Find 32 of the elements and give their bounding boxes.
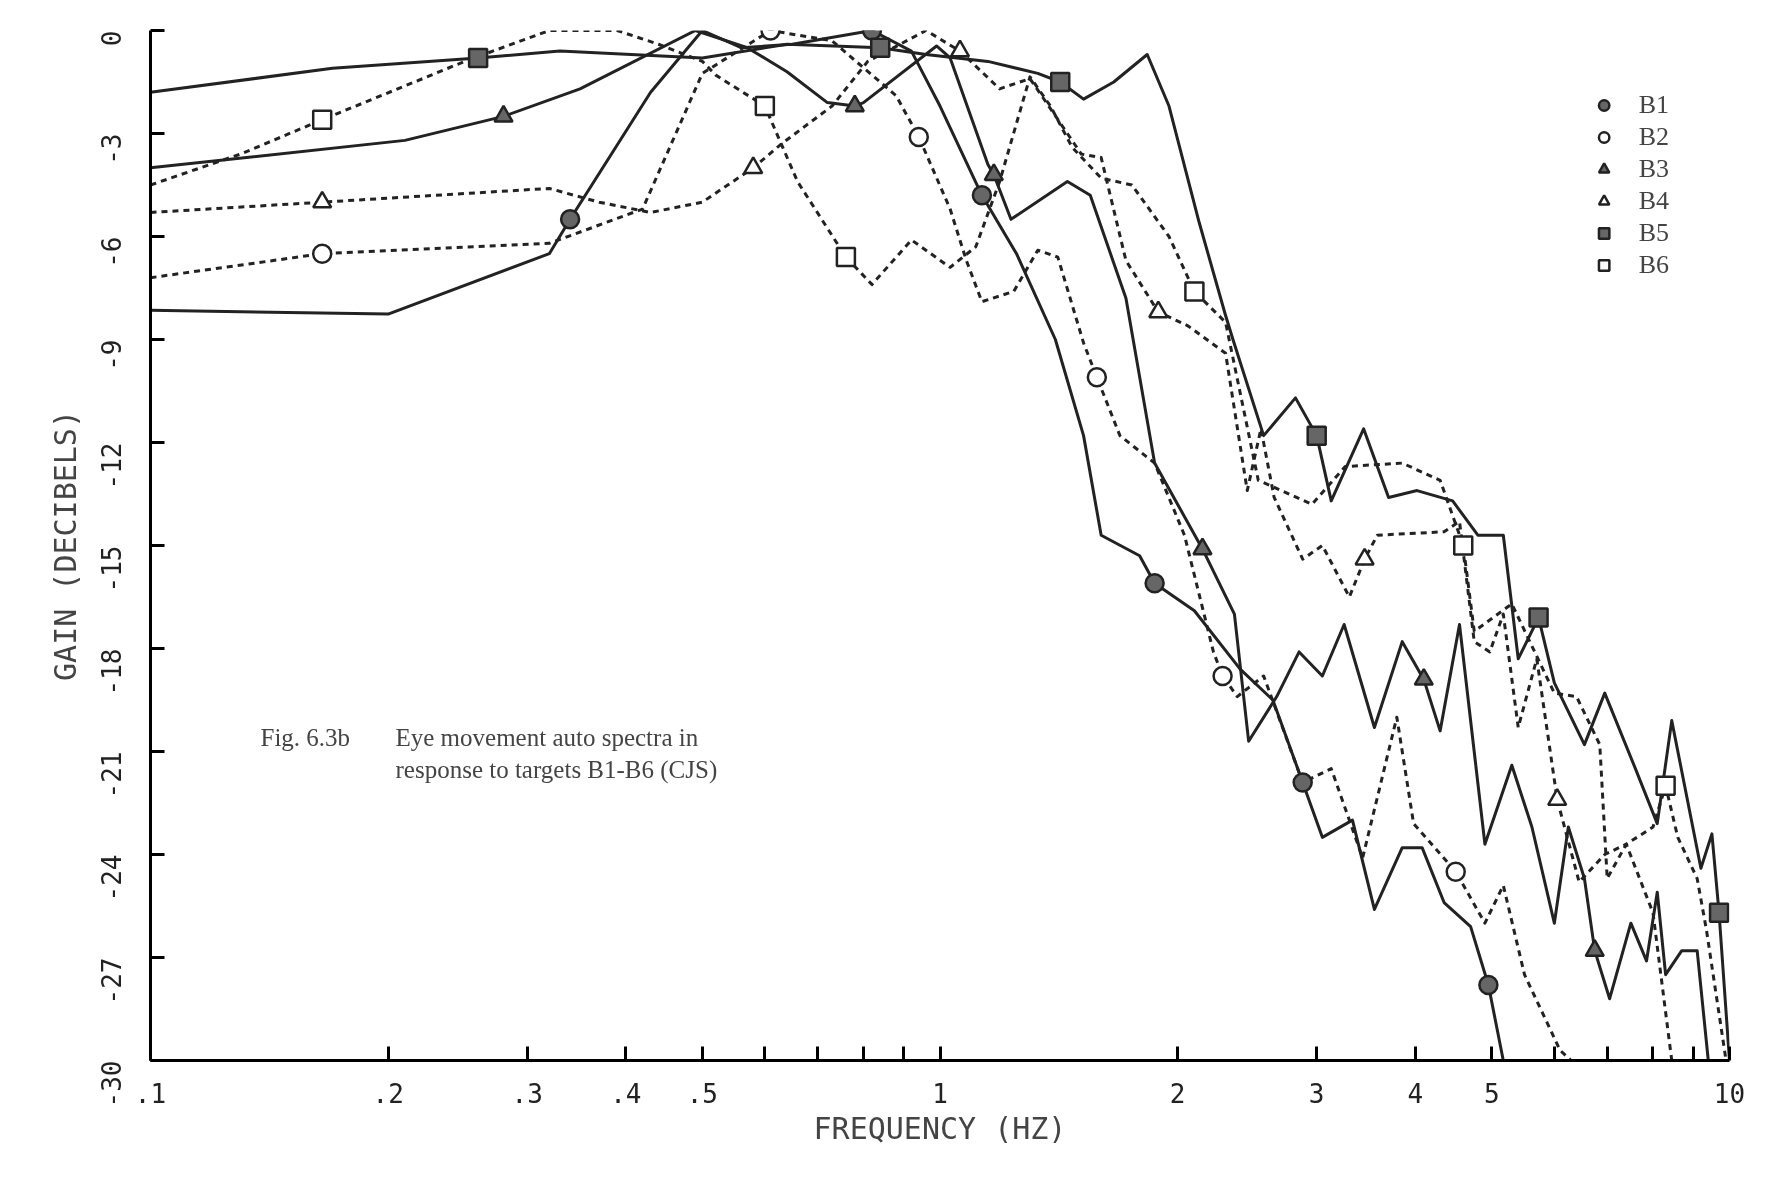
annotation: Eye movement auto spectra in response to targets B1-B6 (CJS) xyxy=(395,723,718,784)
x-tick-label: .2 xyxy=(372,1078,404,1109)
x-tick-label: .3 xyxy=(511,1078,543,1109)
x-tick-label: 2 xyxy=(1169,1078,1186,1109)
y-tick-label: -12 xyxy=(96,442,127,490)
x-tick-label: 3 xyxy=(1308,1078,1325,1109)
x-tick-label: .1 xyxy=(134,1078,167,1109)
x-tick-label: 4 xyxy=(1407,1078,1424,1109)
y-tick-label: -3 xyxy=(96,133,127,165)
y-tick-label: 0 xyxy=(96,30,127,47)
y-tick-label: -6 xyxy=(96,236,127,268)
legend-label: B3 xyxy=(1638,154,1669,184)
x-tick-label: .4 xyxy=(610,1078,642,1109)
y-tick-label: -18 xyxy=(96,648,127,696)
x-tick-label: 5 xyxy=(1484,1078,1500,1109)
legend-label: B4 xyxy=(1638,186,1669,216)
y-tick-label: -9 xyxy=(96,339,127,371)
x-tick-label: 10 xyxy=(1713,1078,1746,1109)
legend-label: B5 xyxy=(1638,218,1669,248)
x-tick-label: .5 xyxy=(686,1078,718,1109)
y-tick-label: -30 xyxy=(96,1060,127,1108)
y-tick-label: -27 xyxy=(96,957,127,1005)
y-tick-label: -21 xyxy=(96,751,127,799)
legend-label: B2 xyxy=(1638,122,1669,152)
x-tick-label: 1 xyxy=(932,1078,948,1109)
y-tick-label: -24 xyxy=(96,854,127,902)
x-axis-title: FREQUENCY (HZ) xyxy=(813,1110,1067,1146)
annotation: Fig. 6.3b xyxy=(260,723,351,751)
legend-label: B6 xyxy=(1638,250,1669,280)
legend-label: B1 xyxy=(1638,90,1669,120)
y-tick-label: -15 xyxy=(96,545,127,593)
y-axis-title: GAIN (DECIBELS) xyxy=(47,410,83,681)
